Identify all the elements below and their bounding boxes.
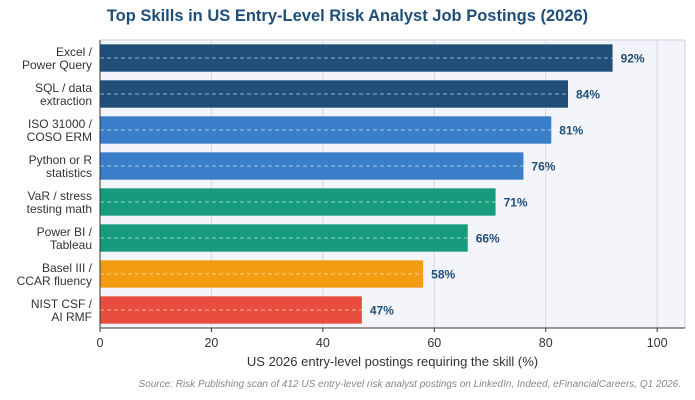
category-label: Excel / <box>56 45 93 59</box>
category-label: COSO ERM <box>27 130 92 144</box>
x-tick-label: 20 <box>204 336 218 350</box>
category-label: extraction <box>40 94 92 108</box>
category-label: CCAR fluency <box>17 274 92 288</box>
category-label: VaR / stress <box>28 189 92 203</box>
x-ticks: 0 20 40 60 80 100 <box>97 328 668 350</box>
x-tick-label: 100 <box>647 336 668 350</box>
value-label: 66% <box>476 232 500 246</box>
category-label: testing math <box>27 202 92 216</box>
category-label: AI RMF <box>51 310 92 324</box>
bars <box>100 44 613 324</box>
value-label: 92% <box>621 52 645 66</box>
value-label: 76% <box>531 160 555 174</box>
value-label: 71% <box>504 196 528 210</box>
value-labels: 92% 84% 81% 76% 71% 66% 58% 47% <box>370 52 645 318</box>
category-label: NIST CSF / <box>31 297 93 311</box>
category-label: Basel III / <box>42 261 93 275</box>
category-label: Power BI / <box>37 225 93 239</box>
x-tick-label: 80 <box>539 336 553 350</box>
x-tick-label: 0 <box>97 336 104 350</box>
category-label: Python or R <box>29 153 93 167</box>
source-note: Source: Risk Publishing scan of 412 US e… <box>138 379 681 390</box>
value-label: 81% <box>559 124 583 138</box>
category-label: statistics <box>46 166 92 180</box>
bar <box>100 296 362 324</box>
category-label: SQL / data <box>35 81 92 95</box>
x-tick-label: 60 <box>427 336 441 350</box>
value-label: 47% <box>370 304 394 318</box>
value-label: 84% <box>576 88 600 102</box>
x-tick-label: 40 <box>316 336 330 350</box>
category-label: Power Query <box>22 58 92 72</box>
category-label: Tableau <box>50 238 92 252</box>
chart-title: Top Skills in US Entry-Level Risk Analys… <box>106 7 589 25</box>
value-label: 58% <box>431 268 455 282</box>
x-axis-title: US 2026 entry-level postings requiring t… <box>247 354 538 369</box>
category-label: ISO 31000 / <box>28 117 93 131</box>
